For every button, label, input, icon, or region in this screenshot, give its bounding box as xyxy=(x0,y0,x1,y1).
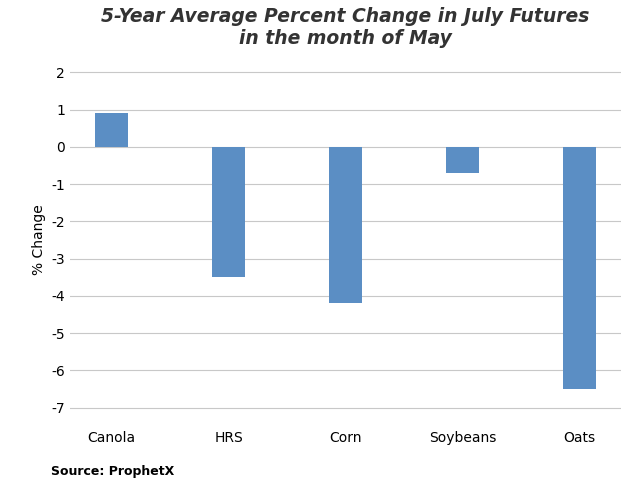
Y-axis label: % Change: % Change xyxy=(31,204,45,276)
Bar xyxy=(95,113,128,147)
Title: 5-Year Average Percent Change in July Futures
in the month of May: 5-Year Average Percent Change in July Fu… xyxy=(101,7,590,48)
Text: Source: ProphetX: Source: ProphetX xyxy=(51,465,175,478)
Bar xyxy=(329,147,362,303)
Bar xyxy=(212,147,245,277)
Bar xyxy=(563,147,596,389)
Bar xyxy=(446,147,479,173)
